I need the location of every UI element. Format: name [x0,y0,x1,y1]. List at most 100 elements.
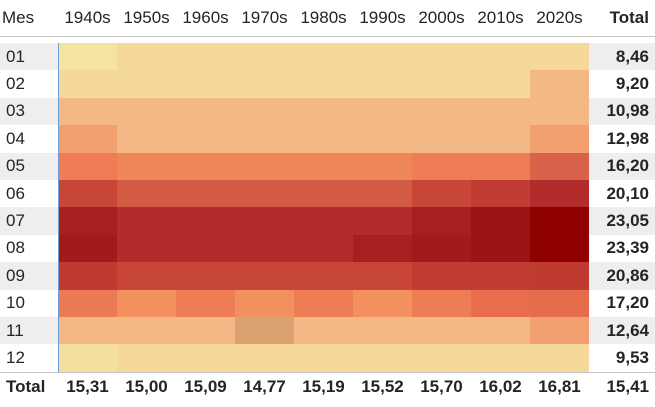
heatmap-cell[interactable] [530,97,589,126]
heatmap-cell[interactable] [412,289,471,317]
heatmap-cell[interactable] [353,207,412,235]
heatmap-cell[interactable] [117,125,176,153]
row-header[interactable]: 11 [0,316,59,345]
heatmap-cell[interactable] [117,207,176,235]
heatmap-cell[interactable] [235,152,294,180]
column-header[interactable]: 1980s [294,0,353,37]
heatmap-cell[interactable] [235,316,294,345]
heatmap-cell[interactable] [412,234,471,263]
heatmap-cell[interactable] [412,262,471,290]
heatmap-cell[interactable] [294,125,353,153]
row-header[interactable]: 09 [0,262,59,290]
heatmap-cell[interactable] [235,70,294,98]
heatmap-cell[interactable] [294,262,353,290]
column-header[interactable]: 2020s [530,0,589,37]
heatmap-cell[interactable] [176,344,235,373]
heatmap-cell[interactable] [353,125,412,153]
heatmap-cell[interactable] [530,316,589,345]
heatmap-cell[interactable] [58,179,117,208]
heatmap-cell[interactable] [58,289,117,317]
row-header[interactable]: 02 [0,70,59,98]
heatmap-cell[interactable] [235,179,294,208]
heatmap-cell[interactable] [58,207,117,235]
heatmap-cell[interactable] [471,207,530,235]
column-header[interactable]: 1960s [176,0,235,37]
heatmap-cell[interactable] [235,289,294,317]
heatmap-cell[interactable] [176,97,235,126]
heatmap-cell[interactable] [294,179,353,208]
heatmap-cell[interactable] [58,344,117,373]
column-header[interactable]: 2010s [471,0,530,37]
heatmap-cell[interactable] [353,70,412,98]
heatmap-cell[interactable] [176,234,235,263]
total-column-header[interactable]: Total [589,0,655,37]
heatmap-cell[interactable] [235,125,294,153]
heatmap-cell[interactable] [58,70,117,98]
row-header[interactable]: 04 [0,125,59,153]
heatmap-cell[interactable] [294,70,353,98]
heatmap-cell[interactable] [471,152,530,180]
heatmap-cell[interactable] [530,234,589,263]
heatmap-cell[interactable] [117,262,176,290]
heatmap-cell[interactable] [58,125,117,153]
heatmap-cell[interactable] [530,289,589,317]
heatmap-cell[interactable] [176,70,235,98]
heatmap-cell[interactable] [530,179,589,208]
row-header[interactable]: 12 [0,344,59,373]
heatmap-cell[interactable] [117,43,176,71]
heatmap-cell[interactable] [58,234,117,263]
heatmap-cell[interactable] [176,125,235,153]
heatmap-cell[interactable] [176,179,235,208]
heatmap-cell[interactable] [353,344,412,373]
heatmap-cell[interactable] [530,207,589,235]
heatmap-cell[interactable] [530,70,589,98]
heatmap-cell[interactable] [471,125,530,153]
row-header-label[interactable]: Mes [0,0,58,37]
column-header[interactable]: 1940s [58,0,117,37]
row-header[interactable]: 03 [0,97,59,126]
heatmap-cell[interactable] [353,152,412,180]
heatmap-cell[interactable] [353,316,412,345]
heatmap-cell[interactable] [530,344,589,373]
heatmap-cell[interactable] [294,289,353,317]
heatmap-cell[interactable] [176,43,235,71]
heatmap-cell[interactable] [412,125,471,153]
heatmap-cell[interactable] [412,152,471,180]
heatmap-cell[interactable] [117,344,176,373]
row-header[interactable]: 07 [0,207,59,235]
heatmap-cell[interactable] [412,97,471,126]
heatmap-cell[interactable] [471,289,530,317]
heatmap-cell[interactable] [412,316,471,345]
row-header[interactable]: 05 [0,152,59,180]
heatmap-cell[interactable] [117,179,176,208]
heatmap-cell[interactable] [471,70,530,98]
column-header[interactable]: 2000s [412,0,471,37]
heatmap-cell[interactable] [471,43,530,71]
heatmap-cell[interactable] [294,344,353,373]
heatmap-cell[interactable] [294,43,353,71]
heatmap-cell[interactable] [471,97,530,126]
heatmap-cell[interactable] [235,262,294,290]
heatmap-cell[interactable] [58,316,117,345]
column-header[interactable]: 1990s [353,0,412,37]
heatmap-cell[interactable] [235,207,294,235]
heatmap-cell[interactable] [235,43,294,71]
heatmap-cell[interactable] [176,262,235,290]
column-header[interactable]: 1950s [117,0,176,37]
heatmap-cell[interactable] [471,234,530,263]
heatmap-cell[interactable] [58,152,117,180]
heatmap-cell[interactable] [117,97,176,126]
heatmap-cell[interactable] [471,316,530,345]
heatmap-cell[interactable] [235,234,294,263]
heatmap-cell[interactable] [294,234,353,263]
heatmap-cell[interactable] [294,316,353,345]
heatmap-cell[interactable] [353,97,412,126]
heatmap-cell[interactable] [353,262,412,290]
row-header[interactable]: 06 [0,179,59,208]
heatmap-cell[interactable] [117,70,176,98]
heatmap-cell[interactable] [176,289,235,317]
heatmap-cell[interactable] [117,152,176,180]
heatmap-cell[interactable] [471,179,530,208]
heatmap-cell[interactable] [412,344,471,373]
heatmap-cell[interactable] [117,316,176,345]
